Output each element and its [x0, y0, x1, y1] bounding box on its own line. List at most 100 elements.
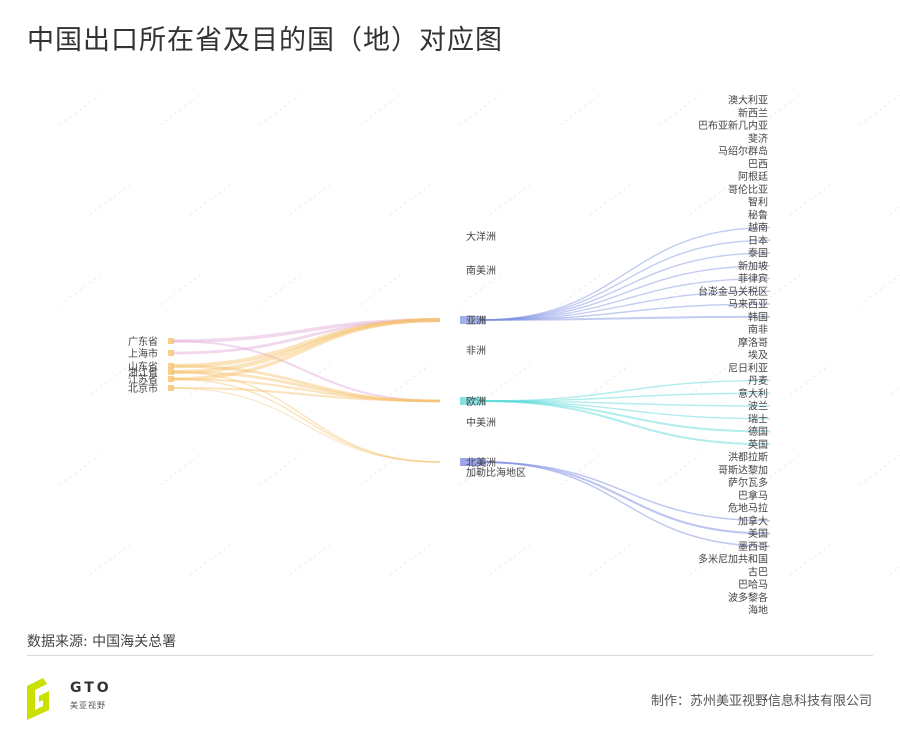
sankey-link: [479, 460, 771, 535]
sankey-link: [171, 387, 441, 463]
province-label: 江苏省: [128, 373, 158, 386]
country-label: 新加坡: [738, 259, 768, 272]
watermark-mark: [159, 274, 201, 306]
watermark-mark: [259, 454, 301, 486]
sankey-link: [171, 377, 441, 403]
watermark-mark: [889, 386, 900, 396]
sankey-link: [479, 277, 771, 321]
country-label: 波兰: [748, 400, 768, 413]
credit-text: 制作：苏州美亚视野信息科技有限公司: [650, 694, 872, 709]
watermark-mark: [289, 184, 331, 216]
country-label: 巴西: [748, 158, 768, 170]
country-label: 波多黎各: [728, 591, 768, 604]
country-label: 多米尼加共和国: [698, 553, 768, 566]
watermark-mark: [389, 364, 431, 396]
watermark-mark: [89, 184, 131, 216]
country-label: 萨尔瓦多: [728, 476, 768, 489]
continent-node: [460, 316, 486, 324]
watermark-mark: [889, 566, 900, 576]
country-label: 古巴: [748, 565, 768, 578]
watermark-mark: [59, 454, 101, 486]
province-node: [168, 338, 174, 344]
logo-mark-icon: [27, 678, 49, 720]
watermark-mark: [559, 454, 601, 486]
watermark-mark: [359, 454, 401, 486]
watermark-mark: [289, 364, 331, 396]
country-label: 斐济: [748, 132, 768, 145]
country-label: 瑞士: [748, 412, 768, 425]
country-label: 巴布亚新几内亚: [698, 119, 768, 132]
province-node: [168, 369, 174, 375]
country-label: 澳大利亚: [728, 94, 768, 107]
country-label: 丹麦: [748, 375, 768, 387]
watermark-mark: [359, 274, 401, 306]
sankey-link: [479, 461, 771, 547]
logo-subtext: 美亚视野: [70, 701, 106, 710]
watermark-mark: [889, 206, 900, 216]
country-label: 阿根廷: [738, 170, 768, 183]
watermark-mark: [759, 454, 801, 486]
sankey-link: [479, 303, 771, 321]
country-label: 南非: [748, 323, 768, 336]
country-label: 泰国: [748, 247, 768, 260]
province-node: [168, 363, 174, 369]
country-label: 新西兰: [738, 106, 768, 119]
sankey-link: [171, 318, 441, 343]
continent-label: 中美洲: [466, 416, 496, 429]
watermark-layer: [59, 94, 900, 576]
province-label: 浙江省: [128, 366, 158, 379]
watermark-mark: [259, 274, 301, 306]
sankey-link: [171, 317, 441, 369]
watermark-mark: [459, 454, 501, 486]
continent-label: 亚洲: [466, 315, 486, 327]
country-label: 加拿大: [738, 514, 768, 527]
watermark-mark: [659, 274, 701, 306]
watermark-mark: [659, 454, 701, 486]
watermark-mark: [189, 184, 231, 216]
country-label: 越南: [748, 221, 768, 234]
watermark-mark: [589, 364, 631, 396]
watermark-mark: [189, 364, 231, 396]
watermark-mark: [89, 544, 131, 576]
continent-label: 加勒比海地区: [466, 466, 526, 479]
province-label: 北京市: [128, 382, 158, 395]
watermark-mark: [759, 274, 801, 306]
watermark-mark: [359, 94, 401, 126]
watermark-mark: [159, 454, 201, 486]
country-label: 马来西亚: [728, 299, 768, 311]
watermark-mark: [659, 94, 701, 126]
watermark-mark: [159, 94, 201, 126]
watermark-mark: [859, 454, 900, 486]
sankey-link: [171, 386, 441, 403]
country-label: 意大利: [738, 387, 768, 400]
continent-label: 非洲: [466, 345, 486, 357]
sankey-link: [171, 370, 441, 403]
sankey-link: [479, 239, 771, 321]
watermark-mark: [789, 364, 831, 396]
country-label: 英国: [748, 438, 768, 451]
watermark-mark: [459, 94, 501, 126]
sankey-link: [171, 378, 441, 463]
sankey-link: [479, 252, 771, 321]
watermark-mark: [859, 274, 900, 306]
watermark-mark: [389, 184, 431, 216]
sankey-link: [479, 315, 771, 322]
continent-label: 北美洲: [466, 456, 496, 469]
link-layer: [171, 226, 771, 547]
watermark-mark: [589, 544, 631, 576]
country-label: 墨西哥: [738, 541, 768, 553]
continent-label: 大洋洲: [466, 230, 496, 243]
node-layer: [168, 316, 486, 466]
sankey-link: [171, 364, 441, 403]
country-label: 台澎金马关税区: [698, 285, 768, 298]
country-label: 埃及: [748, 349, 768, 362]
sankey-link: [479, 400, 771, 407]
sankey-link: [479, 461, 771, 522]
watermark-mark: [589, 184, 631, 216]
watermark-mark: [59, 274, 101, 306]
sankey-link: [479, 265, 771, 321]
province-node: [168, 376, 174, 382]
country-label: 秘鲁: [748, 208, 768, 221]
province-label: 广东省: [128, 335, 158, 348]
continent-label: 欧洲: [466, 396, 486, 408]
